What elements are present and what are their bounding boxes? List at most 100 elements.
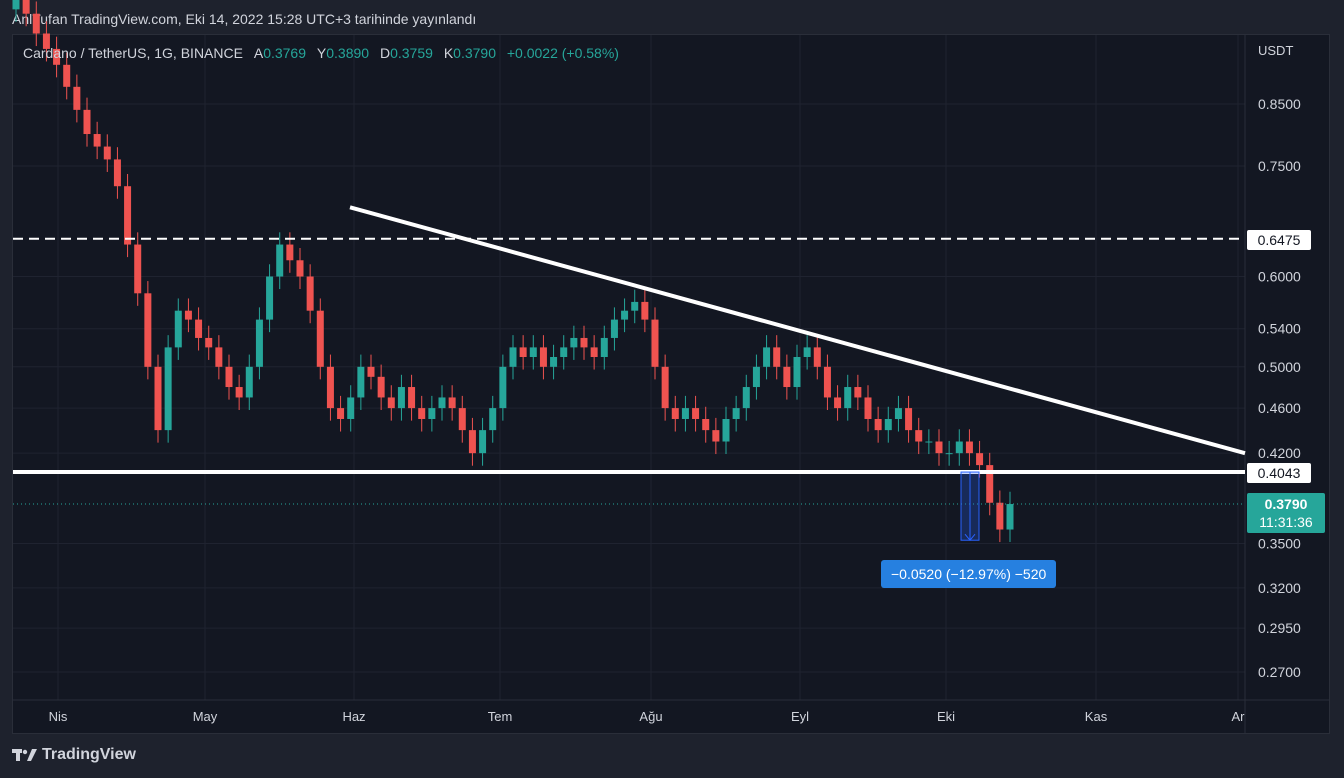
- candle-body: [783, 366, 791, 388]
- y-tick-label: 0.8500: [1258, 96, 1301, 112]
- candle-body: [377, 376, 385, 398]
- candle-body: [702, 418, 710, 431]
- candle-body: [1006, 504, 1014, 530]
- candle-body: [550, 357, 558, 367]
- candle-body: [884, 418, 892, 431]
- x-tick-label: Kas: [1085, 709, 1108, 724]
- candle-body: [428, 408, 436, 419]
- candle-body: [235, 387, 243, 398]
- candle-body: [357, 366, 365, 398]
- candle-body: [225, 366, 233, 388]
- y-tick-label: 0.4200: [1258, 445, 1301, 461]
- y-tick-label: 0.2950: [1258, 620, 1301, 636]
- publish-bar: AnlTufan TradingView.com, Eki 14, 2022 1…: [0, 0, 1344, 34]
- candle-body: [113, 159, 121, 187]
- candle-body: [93, 134, 101, 147]
- y-tick-label: 0.3200: [1258, 580, 1301, 596]
- candle-body: [803, 347, 811, 358]
- candle-body: [874, 418, 882, 431]
- candle-body: [32, 13, 40, 34]
- candle-body: [184, 310, 192, 320]
- candle-body: [590, 347, 598, 358]
- candle-body: [164, 347, 172, 431]
- candle-body: [215, 347, 223, 367]
- candle-body: [42, 33, 50, 49]
- candle-body: [935, 441, 943, 454]
- candle-body: [53, 48, 61, 65]
- candle-body: [144, 293, 152, 367]
- support-price-label: 0.4043: [1247, 463, 1311, 483]
- candle-body: [286, 244, 294, 261]
- candle-body: [387, 397, 395, 409]
- candle-body: [174, 310, 182, 348]
- candle-body: [397, 387, 405, 409]
- x-tick-label: Eyl: [791, 709, 809, 724]
- y-tick-label: 0.4600: [1258, 400, 1301, 416]
- candle-body: [245, 366, 253, 398]
- candle-body: [732, 408, 740, 419]
- candle-body: [996, 502, 1004, 530]
- candle-body: [296, 260, 304, 277]
- y-tick-label: 0.6000: [1258, 269, 1301, 285]
- y-tick-label: 0.7500: [1258, 158, 1301, 174]
- candle-body: [692, 408, 700, 419]
- y-tick-label: 0.5400: [1258, 321, 1301, 337]
- low-value: 0.3759: [390, 45, 433, 61]
- candle-body: [367, 366, 375, 377]
- bar-countdown: 11:31:36: [1259, 514, 1313, 530]
- candle-body: [499, 366, 507, 409]
- candle-body: [915, 430, 923, 442]
- candle-body: [580, 337, 588, 348]
- publish-line: AnlTufan TradingView.com, Eki 14, 2022 1…: [12, 11, 477, 27]
- candle-body: [864, 397, 872, 419]
- candle-body: [12, 0, 20, 10]
- candle-body: [73, 86, 81, 110]
- low-label: D: [379, 45, 391, 61]
- candle-body: [205, 337, 213, 348]
- candle-body: [600, 337, 608, 358]
- tradingview-logo-icon: [12, 749, 37, 761]
- candle-body: [986, 465, 994, 503]
- candle-body: [438, 397, 446, 409]
- candle-body: [813, 347, 821, 367]
- candle-body: [103, 146, 111, 160]
- candle-body: [266, 276, 274, 320]
- candle-body: [722, 418, 730, 442]
- candle-body: [83, 109, 91, 135]
- candle-body: [195, 319, 203, 338]
- candle-body: [479, 430, 487, 454]
- candle-body: [894, 408, 902, 419]
- measure-label[interactable]: −0.0520 (−12.97%) −520: [881, 560, 1057, 588]
- x-tick-label: Ar: [1232, 709, 1246, 724]
- candle-body: [823, 366, 831, 398]
- candle-body: [905, 408, 913, 431]
- resistance-price-label: 0.6475: [1247, 230, 1311, 250]
- y-tick-label: 0.3500: [1258, 535, 1301, 551]
- candle-body: [834, 397, 842, 409]
- candle-body: [539, 347, 547, 367]
- candle-body: [793, 357, 801, 388]
- candle-body: [621, 310, 629, 320]
- x-tick-label: Tem: [488, 709, 513, 724]
- candle-body: [752, 366, 760, 388]
- candle-body: [468, 430, 476, 454]
- currency-label[interactable]: USDT: [1258, 43, 1294, 58]
- current-price: 0.3790: [1264, 496, 1308, 512]
- candle-body: [519, 347, 527, 358]
- high-label: Y: [316, 45, 327, 61]
- candle-body: [337, 408, 345, 419]
- close-label: K: [443, 45, 454, 61]
- candle-body: [671, 408, 679, 419]
- candle-body: [773, 347, 781, 367]
- candle-body: [651, 319, 659, 367]
- open-label: A: [253, 45, 264, 61]
- candle-body: [854, 387, 862, 398]
- candle-body: [570, 337, 578, 348]
- x-tick-label: Haz: [342, 709, 365, 724]
- footer-brand[interactable]: TradingView: [12, 746, 136, 764]
- change-value: +0.0022 (+0.58%): [506, 45, 619, 61]
- candle-body: [976, 453, 984, 466]
- candle-body: [681, 408, 689, 419]
- candle-body: [316, 310, 324, 367]
